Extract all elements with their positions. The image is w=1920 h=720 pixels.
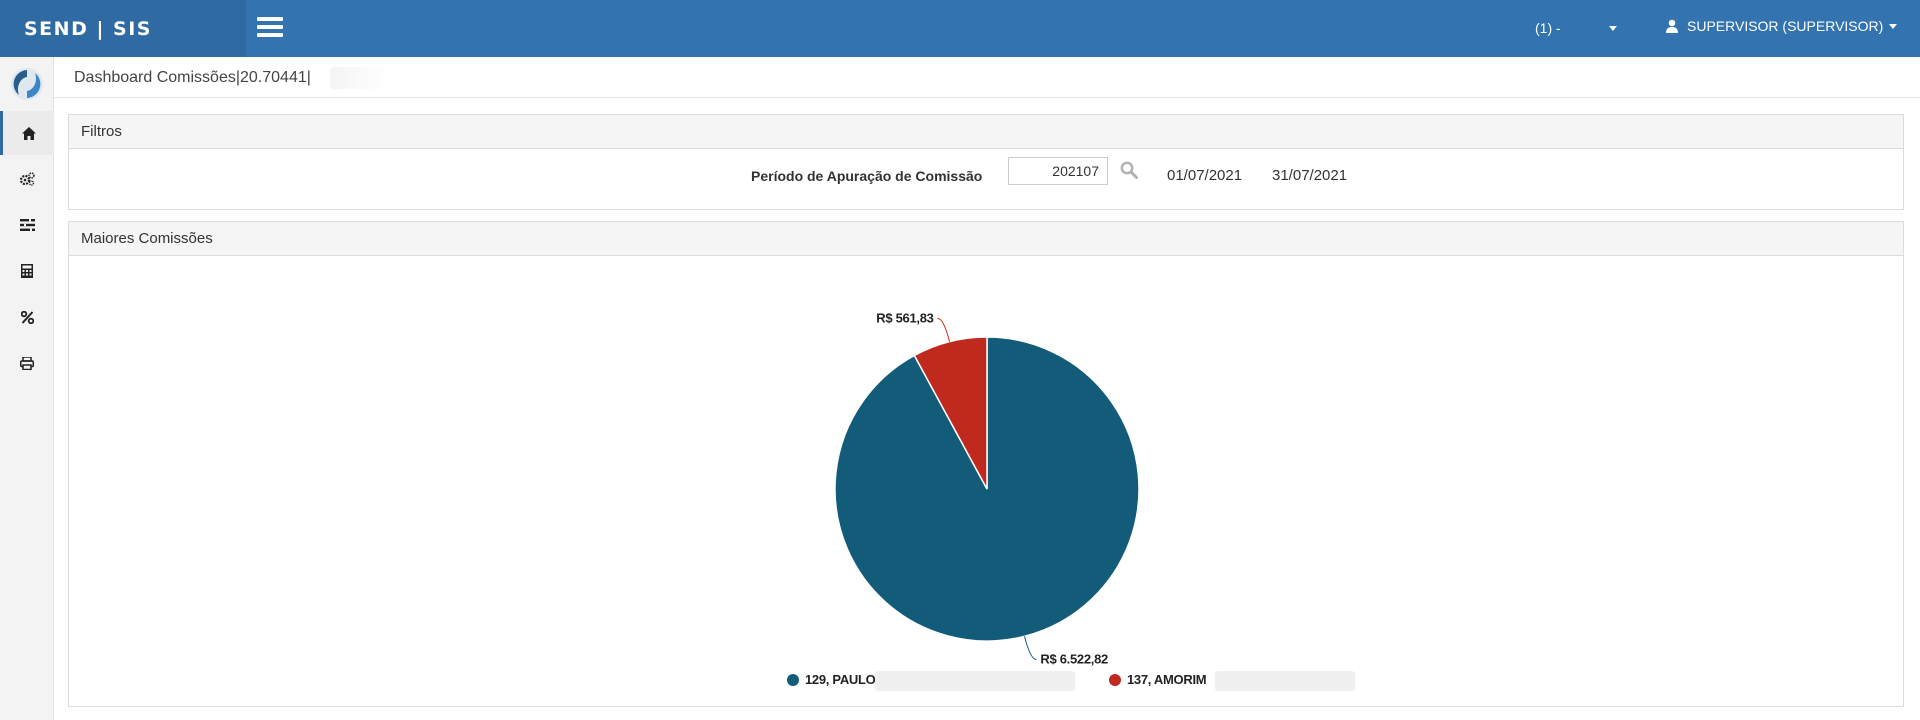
app-logo-icon [11,68,43,100]
period-end-date: 31/07/2021 [1272,167,1348,184]
list-settings-icon [19,219,35,231]
chart-area: R$ 6.522,82 R$ 561,83 129, PAULO 137, AMORI… [69,256,1905,708]
legend-item[interactable]: 129, PAULO [787,671,1075,691]
sidebar-item-commission[interactable] [0,295,54,339]
chevron-down-icon[interactable] [1609,26,1617,31]
legend-label: 137, AMORIM [1127,672,1206,687]
redacted-text [875,671,1075,691]
period-label: Período de Apuração de Comissão [751,168,983,184]
legend-marker [1109,674,1121,686]
period-input[interactable] [1008,157,1108,185]
redacted-text [330,67,390,89]
redacted-text [1215,671,1355,691]
top-commissions-panel: Maiores Comissões R$ 6.522,82 R$ 561,83 12… [68,221,1904,707]
percent-icon [20,310,34,324]
brand-text: SEND | SIS [24,17,152,40]
filters-panel-title: Filtros [69,115,1903,149]
slice-connector [937,317,951,342]
pie-chart: R$ 6.522,82 R$ 561,83 129, PAULO 137, AMORI… [787,310,1355,691]
slice-label: R$ 561,83 [876,310,933,325]
user-name: SUPERVISOR (SUPERVISOR) [1687,18,1884,34]
pie-slice[interactable] [913,336,988,490]
top-commissions-title: Maiores Comissões [69,222,1903,256]
user-icon [1666,19,1678,33]
user-menu[interactable]: SUPERVISOR (SUPERVISOR) [1665,18,1898,34]
cogs-icon [19,172,35,186]
user-chevron-down-icon [1889,23,1898,29]
brand-logo[interactable]: SEND | SIS [0,0,246,57]
legend-marker [787,674,799,686]
menu-toggle-icon[interactable] [257,17,283,37]
calculator-icon [21,264,33,278]
print-icon [20,356,34,370]
sidebar [0,57,54,720]
sidebar-item-registers[interactable] [0,203,54,247]
top-bar: SEND | SIS (1) - SUPERVISOR (SUPERVISOR) [0,0,1920,57]
header-divider [54,97,1920,98]
sidebar-item-reports[interactable] [0,341,54,385]
sidebar-item-settings[interactable] [0,157,54,201]
main-content: Dashboard Comissões|20.70441| Filtros Pe… [54,57,1920,720]
filters-panel: Filtros Período de Apuração de Comissão … [68,114,1904,210]
home-icon [21,126,36,140]
sidebar-item-calculator[interactable] [0,249,54,293]
slice-connector [1023,636,1037,661]
legend-label: 129, PAULO [805,672,876,687]
sidebar-item-home[interactable] [0,111,54,155]
company-selector[interactable]: (1) - [1535,20,1561,36]
legend-item[interactable]: 137, AMORIM [1109,671,1355,691]
period-start-date: 01/07/2021 [1167,167,1243,184]
search-icon[interactable] [1120,161,1138,179]
filters-row: Período de Apuração de Comissão 01/07/20… [69,149,1903,211]
slice-label: R$ 6.522,82 [1040,652,1108,667]
breadcrumb: Dashboard Comissões|20.70441| [74,69,311,86]
